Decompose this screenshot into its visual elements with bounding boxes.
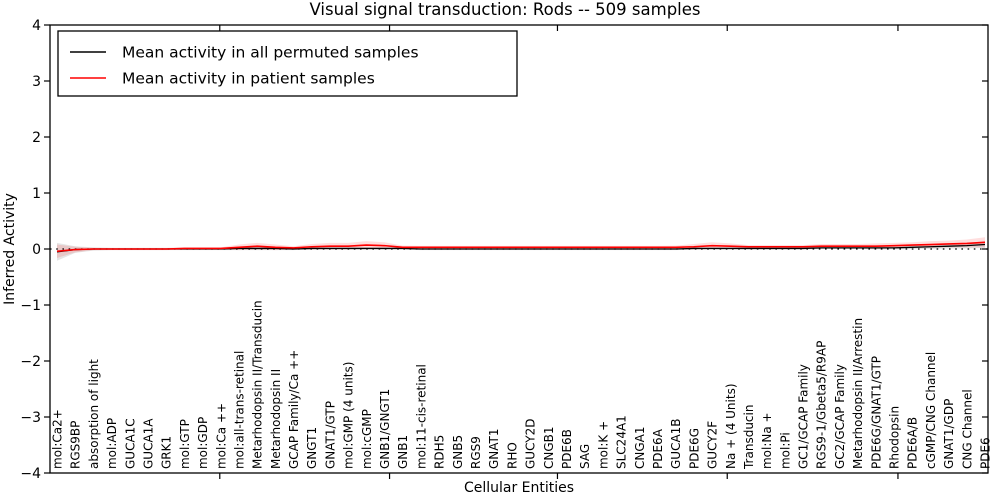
x-category-label: Rhodopsin	[888, 406, 902, 469]
y-tick-label: −1	[20, 298, 41, 314]
x-category-label: GUCA1C	[123, 418, 137, 469]
y-tick-label: 3	[32, 74, 41, 90]
y-tick-label: 1	[32, 186, 41, 202]
x-category-label: RGS9	[469, 436, 483, 469]
x-category-label: mol:GDP	[196, 417, 210, 469]
x-category-label: Metarhodopsin II/Arrestin	[851, 318, 865, 469]
x-category-label: RDH5	[433, 435, 447, 469]
y-tick-label: −2	[20, 354, 41, 370]
x-category-label: PDE6A	[651, 428, 665, 469]
x-category-label: CNG Channel	[960, 389, 974, 469]
x-category-label: GUCA1A	[141, 418, 155, 469]
x-category-label: mol:K +	[596, 421, 610, 469]
x-category-label: Metarhodopsin II	[269, 369, 283, 469]
x-category-label: GNB1/GNGT1	[378, 389, 392, 469]
x-category-label: mol:all-trans-retinal	[232, 351, 246, 469]
y-tick-label: 4	[32, 18, 41, 34]
x-category-label: mol:ADP	[105, 418, 119, 469]
legend-label-permuted: Mean activity in all permuted samples	[122, 44, 419, 62]
x-category-label: Metarhodopsin II/Transducin	[251, 300, 265, 469]
x-category-label: PDE6B	[560, 429, 574, 469]
x-category-label: SLC24A1	[615, 415, 629, 469]
legend-box	[57, 30, 518, 97]
x-category-label: GC1/GCAP Family	[797, 364, 811, 469]
x-category-label: CNGB1	[542, 426, 556, 469]
x-category-label: GC2/GCAP Family	[833, 364, 847, 469]
x-category-label: Na + (4 Units)	[724, 383, 738, 469]
x-category-label: RHO	[505, 442, 519, 469]
mean-patient-line	[56, 241, 986, 253]
x-category-label: GUCA1B	[669, 418, 683, 469]
x-category-label: RGS9BP	[69, 421, 83, 469]
x-category-label: mol:Na +	[760, 412, 774, 469]
x-category-label: PDE6	[979, 437, 993, 469]
y-tick-label: 2	[32, 130, 41, 146]
x-category-label: RGS9-1/Gbeta5/R9AP	[815, 341, 829, 469]
x-category-label: mol:Pi	[778, 432, 792, 469]
x-category-label: PDE6A/B	[906, 417, 920, 469]
x-category-label: mol:cGMP	[360, 409, 374, 469]
x-axis-label: Cellular Entities	[464, 480, 574, 496]
x-category-label: GNAT1	[487, 428, 501, 469]
x-category-label: GCAP Family/Ca ++	[287, 350, 301, 469]
x-category-label: GNAT1/GTP	[323, 401, 337, 469]
x-category-label: PDE6G/GNAT1/GTP	[869, 356, 883, 469]
x-category-label: Transducin	[742, 405, 756, 470]
y-tick-label: −4	[20, 466, 41, 482]
x-category-label: GRK1	[160, 436, 174, 469]
x-category-label: GNAT1/GDP	[942, 399, 956, 469]
chart-title: Visual signal transduction: Rods -- 509 …	[310, 0, 701, 19]
x-category-label: cGMP/CNG Channel	[924, 352, 938, 469]
x-category-label: CNGA1	[633, 427, 647, 470]
x-category-label: PDE6G	[687, 428, 701, 469]
y-axis-label: Inferred Activity	[2, 193, 18, 305]
x-category-label: GNB1	[396, 435, 410, 469]
plot-area: −4 −3 −2 −1 0 1 2 3 4 mol:Ca2+ RGS9BP absorption of…	[20, 18, 992, 482]
y-tick-label: 0	[32, 242, 41, 258]
x-category-label: absorption of light	[87, 359, 101, 469]
x-category-label: GNB5	[451, 435, 465, 469]
x-category-label: mol:Ca ++	[214, 403, 228, 469]
x-category-label: mol:GTP	[178, 419, 192, 469]
x-category-label: mol:Ca2+	[51, 409, 65, 469]
y-tick-label: −3	[20, 410, 41, 426]
legend: Mean activity in all permuted samples Me…	[57, 30, 518, 97]
x-category-label: GNGT1	[305, 427, 319, 469]
x-category-label: mol:11-cis-retinal	[414, 364, 428, 469]
x-category-label: GUCY2F	[706, 421, 720, 469]
x-category-label: mol:GMP (4 units)	[342, 362, 356, 469]
legend-label-patient: Mean activity in patient samples	[122, 70, 375, 88]
x-category-label: GUCY2D	[524, 419, 538, 469]
x-category-label: SAG	[578, 444, 592, 469]
